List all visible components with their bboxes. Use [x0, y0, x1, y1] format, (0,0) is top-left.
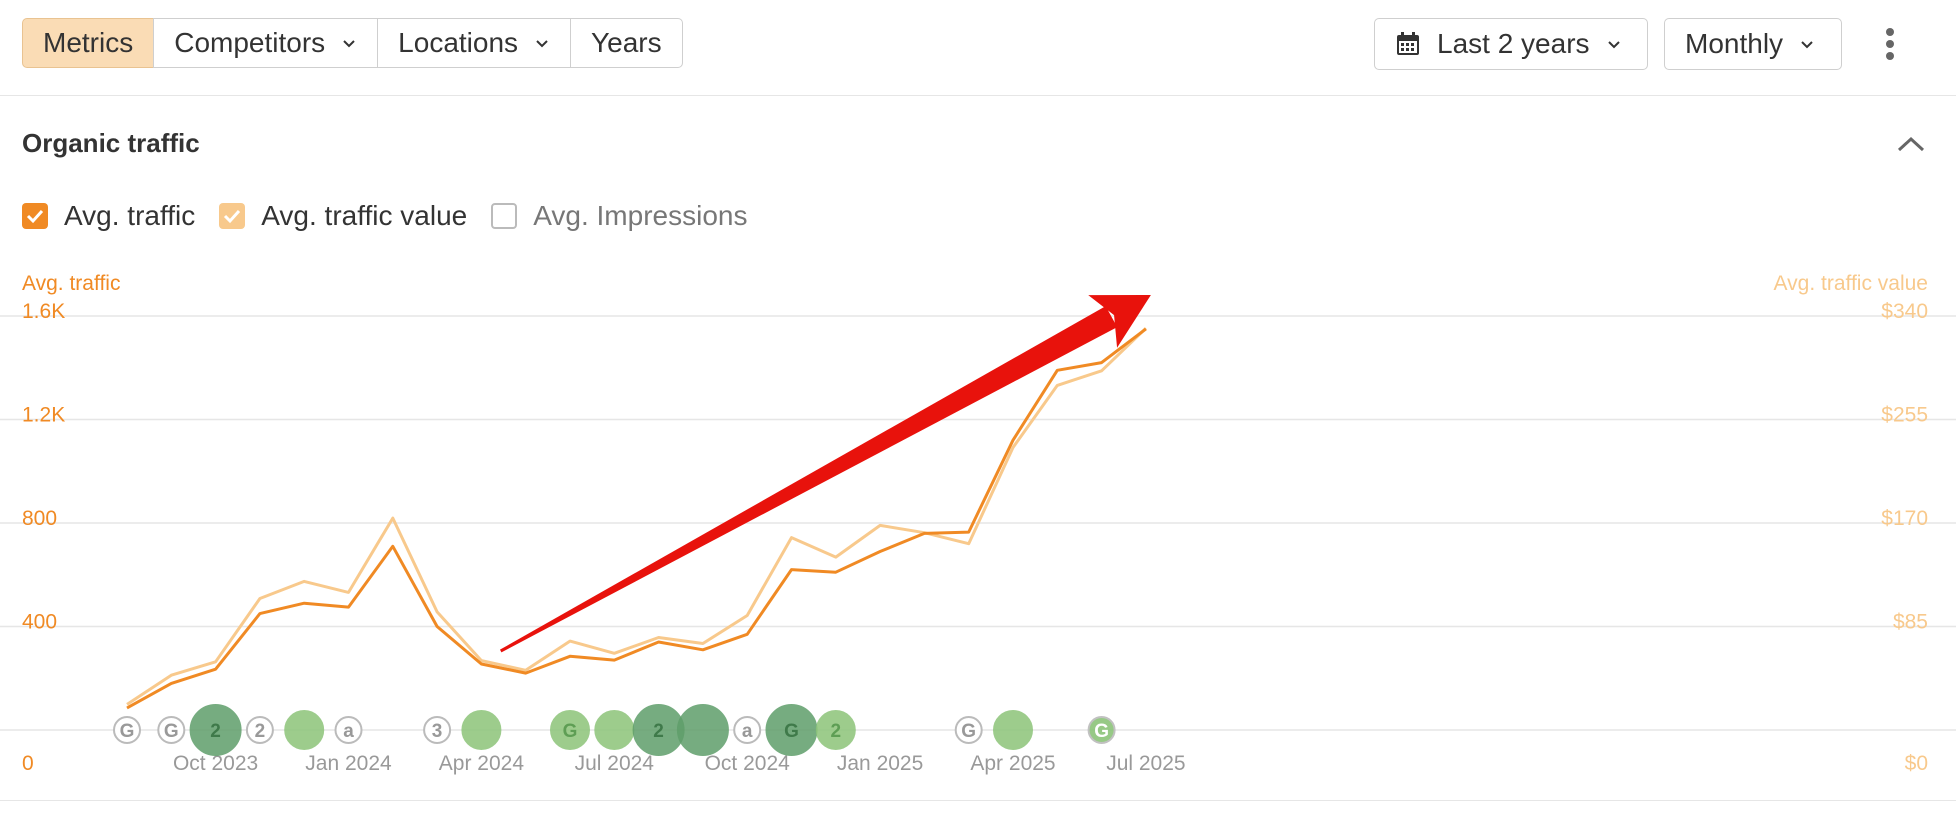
- annotation-marker[interactable]: [423, 716, 452, 744]
- chevron-down-icon: [1801, 41, 1813, 49]
- annotation-marker-label: 2: [831, 721, 842, 742]
- annotation-marker-label: G: [164, 721, 179, 742]
- annotation-marker[interactable]: [334, 716, 363, 744]
- annotation-marker[interactable]: [676, 704, 729, 756]
- legend-item-avg-traffic-value[interactable]: Avg. traffic value: [219, 200, 467, 232]
- annotation-marker-label: G: [563, 721, 578, 742]
- tab-competitors[interactable]: Competitors: [153, 18, 379, 68]
- annotation-marker-label: G: [784, 721, 799, 742]
- y-tick-label-right: $170: [1881, 507, 1928, 530]
- legend-item-avg-impressions[interactable]: Avg. Impressions: [491, 200, 747, 232]
- annotation-marker-label: 2: [255, 721, 266, 742]
- tab-competitors-label: Competitors: [174, 27, 326, 58]
- organic-traffic-chart: Avg. traffic Avg. traffic value 0 $0 400 $85 8…: [0, 272, 1956, 775]
- chevron-down-icon: [343, 40, 355, 48]
- checkbox-unchecked-icon[interactable]: [491, 203, 518, 229]
- legend-item-avg-traffic[interactable]: Avg. traffic: [22, 200, 195, 232]
- chevron-up-icon[interactable]: [1896, 134, 1926, 154]
- trend-arrow-shaft: [499, 306, 1118, 653]
- y-tick-label-left: 0: [22, 752, 34, 775]
- annotation-marker-label: 2: [210, 721, 221, 742]
- y-tick-label-left: 1.6K: [22, 300, 65, 323]
- tab-locations[interactable]: Locations: [377, 18, 572, 68]
- metrics-button-group: Metrics Competitors Locations Years: [22, 18, 683, 70]
- y-tick-label-right: $85: [1893, 611, 1928, 634]
- checkbox-checked-icon[interactable]: [22, 203, 48, 229]
- series-line-avg-traffic-value: [126, 327, 1147, 706]
- tab-metrics[interactable]: Metrics: [22, 18, 155, 68]
- trend-arrow: [499, 294, 1151, 653]
- chevron-down-icon: [536, 40, 548, 48]
- y-tick-label-right: $255: [1881, 404, 1928, 427]
- annotation-marker[interactable]: [733, 716, 762, 744]
- annotation-marker-label: 2: [653, 721, 664, 742]
- granularity-select[interactable]: Monthly: [1664, 18, 1842, 70]
- y-tick-label-left: 400: [22, 611, 57, 634]
- toolbar: Metrics Competitors Locations Years Last…: [0, 0, 1956, 96]
- annotation-marker[interactable]: [189, 704, 242, 756]
- left-axis-title: Avg. traffic: [22, 272, 120, 295]
- trend-arrow-head: [1088, 294, 1151, 348]
- annotation-marker[interactable]: [993, 710, 1033, 750]
- x-tick-label: Apr 2024: [439, 752, 525, 775]
- annotation-marker[interactable]: [1087, 716, 1116, 744]
- x-tick-label: Oct 2023: [173, 752, 258, 775]
- x-tick-label: Jul 2024: [575, 752, 655, 775]
- annotation-marker[interactable]: [954, 716, 983, 744]
- date-range-select[interactable]: Last 2 years: [1374, 18, 1648, 70]
- annotation-marker-label: a: [343, 721, 354, 742]
- x-tick-label: Jul 2025: [1106, 752, 1185, 775]
- legend-label: Avg. traffic: [64, 200, 196, 231]
- annotation-marker[interactable]: [594, 710, 635, 750]
- tab-years-label: Years: [591, 27, 662, 58]
- calendar-icon: [1397, 32, 1419, 55]
- right-axis-title: Avg. traffic value: [1774, 272, 1928, 295]
- divider: [0, 800, 1956, 801]
- x-tick-label: Oct 2024: [705, 752, 791, 775]
- y-tick-label-left: 1.2K: [22, 404, 65, 427]
- annotation-marker[interactable]: [461, 710, 502, 750]
- annotation-marker-label: 3: [432, 721, 443, 742]
- annotation-marker-label: G: [961, 721, 976, 742]
- x-tick-label: Jan 2025: [837, 752, 923, 775]
- y-tick-label-left: 800: [22, 507, 57, 530]
- date-range-label: Last 2 years: [1437, 28, 1590, 59]
- series-line-avg-traffic: [126, 327, 1147, 710]
- granularity-label: Monthly: [1685, 28, 1784, 59]
- chart-legend: Avg. traffic Avg. traffic value Avg. Imp…: [22, 200, 771, 232]
- annotation-marker-label: G: [1094, 721, 1109, 742]
- annotation-marker-label: G: [120, 721, 135, 742]
- annotation-marker-label: a: [742, 721, 753, 742]
- annotation-marker[interactable]: [284, 710, 325, 750]
- y-tick-label-right: $0: [1905, 752, 1928, 775]
- chevron-down-icon: [1607, 41, 1620, 49]
- x-tick-label: Apr 2025: [970, 752, 1055, 775]
- annotation-marker[interactable]: [113, 716, 141, 744]
- tab-metrics-label: Metrics: [43, 27, 134, 58]
- y-tick-label-right: $340: [1881, 300, 1928, 323]
- legend-label: Avg. Impressions: [533, 200, 748, 231]
- more-options-icon[interactable]: [1880, 26, 1900, 62]
- tab-years[interactable]: Years: [570, 18, 683, 68]
- annotation-marker[interactable]: [815, 710, 856, 750]
- legend-label: Avg. traffic value: [261, 200, 468, 231]
- annotation-marker[interactable]: [245, 716, 274, 744]
- annotation-marker[interactable]: [550, 710, 590, 750]
- tab-locations-label: Locations: [398, 27, 519, 58]
- annotation-marker[interactable]: [157, 716, 186, 744]
- checkbox-checked-icon[interactable]: [219, 203, 246, 229]
- x-tick-label: Jan 2024: [305, 752, 392, 775]
- section-title: Organic traffic: [22, 128, 200, 158]
